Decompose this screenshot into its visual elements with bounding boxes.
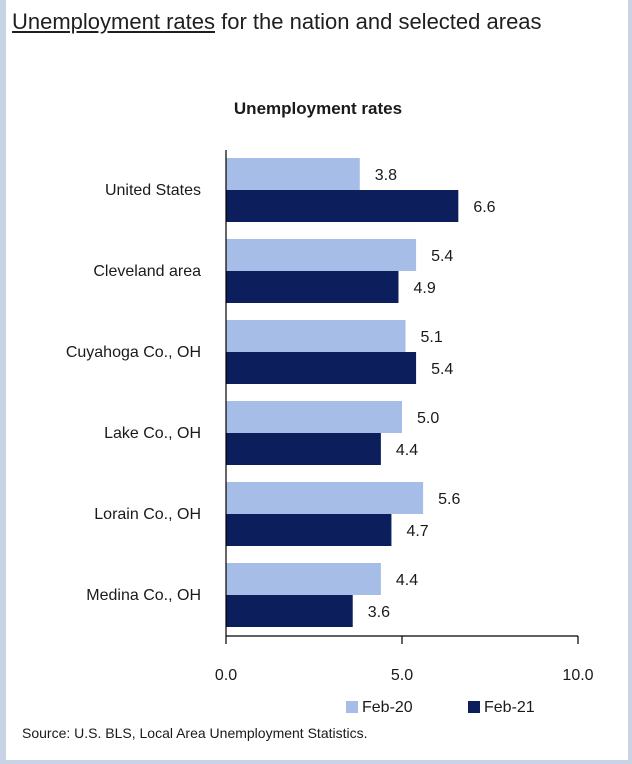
bar-feb-20 [226,401,402,433]
category-label: Cuyahoga Co., OH [66,344,201,361]
bar-feb-21 [226,352,417,384]
bar-feb-21 [226,433,381,465]
data-label: 3.6 [368,604,390,621]
data-label: 4.9 [413,280,435,297]
bar-feb-20 [226,563,381,595]
bar-feb-21 [226,190,459,222]
bar-feb-20 [226,158,360,190]
bar-feb-21 [226,514,392,546]
bar-feb-21 [226,271,399,303]
data-label: 3.8 [375,167,397,184]
category-label: Cleveland area [93,263,201,280]
data-label: 5.4 [431,361,453,378]
data-label: 5.0 [417,410,439,427]
data-label: 4.4 [396,572,418,589]
legend-label: Feb-21 [484,699,535,716]
page-title-rest: for the nation and selected areas [214,9,542,34]
data-label: 4.7 [406,523,428,540]
bar-feb-20 [226,239,417,271]
category-label: Lake Co., OH [104,425,201,442]
chart-title: Unemployment rates [234,99,402,118]
x-tick-label: 10.0 [562,667,593,684]
page-title-underlined: Unemployment rates [12,9,215,34]
legend-swatch-feb-20 [346,701,358,713]
source-note: Source: U.S. BLS, Local Area Unemploymen… [22,725,368,741]
legend-swatch-feb-21 [468,701,480,713]
bar-feb-20 [226,482,424,514]
x-tick-label: 0.0 [215,667,237,684]
x-tick-label: 5.0 [391,667,413,684]
category-label: Medina Co., OH [86,587,201,604]
legend-label: Feb-20 [362,699,413,716]
bar-feb-21 [226,595,353,627]
data-label: 5.6 [438,491,460,508]
data-label: 5.1 [421,329,443,346]
data-label: 6.6 [473,199,495,216]
bar-feb-20 [226,320,406,352]
page-title: Unemployment rates for the nation and se… [12,6,612,38]
category-label: United States [105,182,201,199]
data-label: 4.4 [396,442,418,459]
category-label: Lorain Co., OH [94,506,201,523]
data-label: 5.4 [431,248,453,265]
